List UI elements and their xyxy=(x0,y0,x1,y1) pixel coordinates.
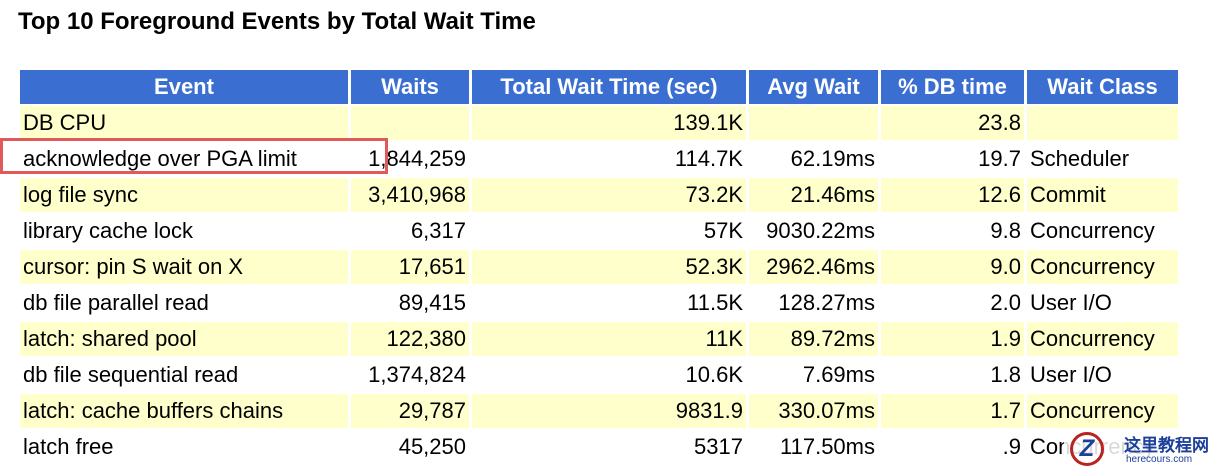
table-cell: DB CPU xyxy=(20,106,348,140)
table-cell: 73.2K xyxy=(472,178,746,212)
highlight-box xyxy=(0,138,388,174)
table-cell: 11.5K xyxy=(687,290,743,315)
table-row: log file sync 3,410,968 73.2K 21.46ms 12.6 Co… xyxy=(20,178,1178,212)
table-cell: Commit xyxy=(1027,178,1178,212)
table-cell: 45,250 xyxy=(398,434,466,459)
table-cell: 29,787 xyxy=(351,394,469,428)
table-cell: 9831.9 xyxy=(472,394,746,428)
table-cell: Concurrency xyxy=(1027,394,1178,428)
watermark-name: 这里教程网 xyxy=(1124,436,1209,455)
table-row: acknowledge over PGA limit 1,844,259 114.7… xyxy=(20,142,1178,176)
table-cell: acknowledge over PGA limit xyxy=(23,146,297,171)
watermark: Z 这里教程网 herecours.com xyxy=(1064,428,1214,472)
table-row: DB CPU 139.1K 23.8 xyxy=(20,106,1178,140)
watermark-url: herecours.com xyxy=(1126,454,1193,465)
table-cell: 117.50ms xyxy=(780,434,875,459)
table-cell: latch: shared pool xyxy=(20,322,348,356)
table-cell: Concurrency xyxy=(1027,322,1178,356)
table-cell xyxy=(749,106,878,140)
table-row: latch: cache buffers chains 29,787 9831.9 3… xyxy=(20,394,1178,428)
table-cell: 89.72ms xyxy=(749,322,878,356)
column-header: Avg Wait xyxy=(749,70,878,104)
table-cell: 9.0 xyxy=(881,250,1024,284)
table-row: db file sequential read 1,374,824 10.6K 7.6… xyxy=(20,358,1178,392)
table-cell: 23.8 xyxy=(881,106,1024,140)
watermark-logo: Z xyxy=(1070,432,1104,466)
table-cell: 122,380 xyxy=(351,322,469,356)
table-cell: 9030.22ms xyxy=(766,218,875,243)
column-header: Total Wait Time (sec) xyxy=(472,70,746,104)
table-cell xyxy=(351,106,469,140)
table-cell: 17,651 xyxy=(351,250,469,284)
table-cell: db file sequential read xyxy=(23,362,239,387)
table-cell: Concurrency xyxy=(1027,250,1178,284)
column-header: Wait Class xyxy=(1027,70,1178,104)
table-cell: 1.7 xyxy=(881,394,1024,428)
table-cell: 12.6 xyxy=(881,178,1024,212)
table-cell: 89,415 xyxy=(398,290,466,315)
column-header: % DB time xyxy=(881,70,1024,104)
table-cell: 19.7 xyxy=(978,146,1021,171)
table-cell: 21.46ms xyxy=(749,178,878,212)
table-cell: 114.7K xyxy=(674,146,743,171)
table-cell: 3,410,968 xyxy=(351,178,469,212)
table-cell: cursor: pin S wait on X xyxy=(20,250,348,284)
table-row: latch: shared pool 122,380 11K 89.72ms 1.9 Co… xyxy=(20,322,1178,356)
table-cell: 7.69ms xyxy=(802,362,875,387)
table-row: library cache lock 6,317 57K 9030.22ms 9.8 Co… xyxy=(20,214,1178,248)
table-cell: 62.19ms xyxy=(790,146,875,171)
wait-events-table: Event Waits Total Wait Time (sec) Avg Wait%… xyxy=(17,68,1181,466)
table-cell: 9.8 xyxy=(990,218,1021,243)
header-row: Event Waits Total Wait Time (sec) Avg Wait%… xyxy=(20,70,1178,104)
table-cell: 2962.46ms xyxy=(749,250,878,284)
table-cell: library cache lock xyxy=(23,218,193,243)
table-cell: Scheduler xyxy=(1030,146,1130,171)
table-cell: 2.0 xyxy=(990,290,1021,315)
table-cell: 52.3K xyxy=(472,250,746,284)
table-cell: Concurrency xyxy=(1030,218,1155,243)
table-cell: 10.6K xyxy=(685,362,744,387)
table-cell: 1.9 xyxy=(881,322,1024,356)
table-cell: User I/O xyxy=(1030,290,1112,315)
table-row: cursor: pin S wait on X 17,651 52.3K 2962.4… xyxy=(20,250,1178,284)
table-cell: 1,844,259 xyxy=(368,146,466,171)
table-row: db file parallel read 89,415 11.5K 128.27ms… xyxy=(20,286,1178,320)
table-cell: 5317 xyxy=(694,434,743,459)
table-row: latch free45,2505317117.50ms.9Concurrenc… xyxy=(20,430,1178,464)
table-cell: User I/O xyxy=(1030,362,1112,387)
table-cell: latch: cache buffers chains xyxy=(20,394,348,428)
column-header: Waits xyxy=(351,70,469,104)
table-cell: latch free xyxy=(23,434,114,459)
table-cell xyxy=(1027,106,1178,140)
table-cell: 330.07ms xyxy=(749,394,878,428)
table-cell: 1,374,824 xyxy=(368,362,466,387)
table-cell: 11K xyxy=(472,322,746,356)
table-cell: 6,317 xyxy=(410,218,466,243)
table-cell: .9 xyxy=(1002,434,1021,459)
table-cell: 57K xyxy=(703,218,743,243)
report-title: Top 10 Foreground Events by Total Wait T… xyxy=(18,8,536,35)
column-header: Event xyxy=(20,70,348,104)
table-cell: log file sync xyxy=(20,178,348,212)
table-cell: 128.27ms xyxy=(778,290,875,315)
table-cell: db file parallel read xyxy=(23,290,209,315)
table-cell: 1.8 xyxy=(990,362,1021,387)
table-cell: 139.1K xyxy=(472,106,746,140)
